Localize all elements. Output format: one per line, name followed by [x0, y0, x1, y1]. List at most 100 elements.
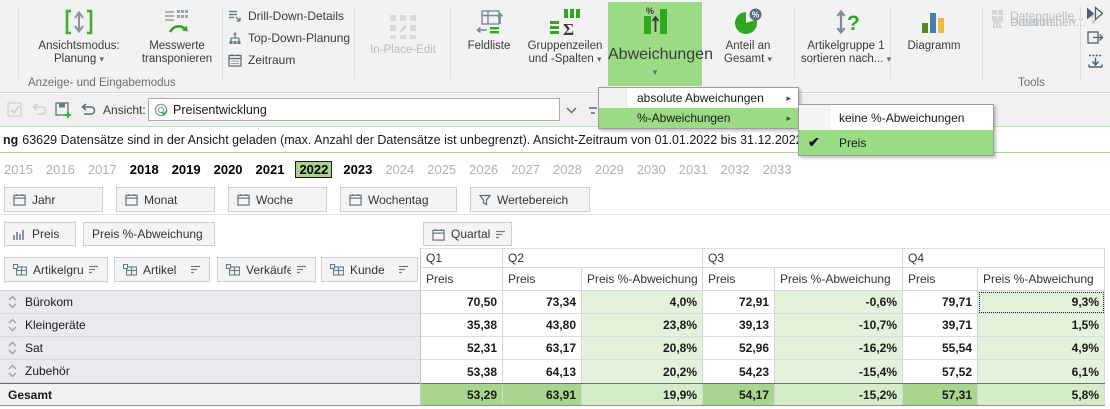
cell-value[interactable]: 63,91	[503, 384, 582, 405]
dimension-kunde-button[interactable]: Kunde	[321, 257, 418, 282]
cell-value[interactable]: 20,8%	[582, 337, 703, 360]
year-2025[interactable]: 2025	[427, 161, 457, 177]
sort-by-button[interactable]: ? Artikelgruppe 1 sortieren nach... ▾	[798, 4, 894, 66]
view-mode-button[interactable]: Ansichtsmodus: Planung ▾	[24, 4, 134, 66]
cell-value-selected[interactable]: 9,3%	[978, 291, 1105, 314]
expand-collapse-icon[interactable]	[8, 341, 17, 355]
cell-value[interactable]: 53,38	[421, 360, 503, 383]
cell-value[interactable]: 70,50	[421, 291, 503, 314]
year-2030[interactable]: 2030	[636, 161, 666, 177]
view-name-input[interactable]: Preisentwicklung	[148, 98, 560, 121]
filter-woche-button[interactable]: Woche	[228, 187, 327, 212]
year-2033[interactable]: 2033	[762, 161, 792, 177]
year-2024[interactable]: 2024	[385, 161, 415, 177]
view-dropdown-chevron[interactable]	[562, 101, 580, 119]
expand-collapse-icon[interactable]	[8, 364, 17, 378]
row-label-kleingeraete[interactable]: Kleingeräte	[0, 314, 420, 337]
export-icon[interactable]	[1086, 30, 1104, 45]
cell-value[interactable]: 39,13	[703, 314, 775, 337]
expand-collapse-icon[interactable]	[8, 318, 17, 332]
cell-value[interactable]: 57,31	[903, 384, 978, 405]
cell-value[interactable]: 55,54	[903, 337, 978, 360]
cell-value[interactable]: 4,9%	[978, 337, 1105, 360]
year-2019[interactable]: 2019	[171, 161, 201, 177]
expand-collapse-icon[interactable]	[8, 295, 17, 309]
group-rows-columns-button[interactable]: Σ Gruppenzeilen und -Spalten ▾	[522, 4, 608, 66]
year-2015[interactable]: 2015	[4, 161, 33, 177]
cell-value[interactable]: -0,6%	[775, 291, 903, 314]
year-2027[interactable]: 2027	[511, 161, 540, 177]
cell-value[interactable]: 43,80	[503, 314, 582, 337]
play-forward-icon[interactable]	[1086, 6, 1104, 21]
year-2016[interactable]: 2016	[45, 161, 75, 177]
cell-value[interactable]: -10,7%	[775, 314, 903, 337]
cell-value[interactable]: 52,31	[421, 337, 503, 360]
year-2017[interactable]: 2017	[87, 161, 117, 177]
share-of-total-button[interactable]: % Anteil an Gesamt ▾	[706, 4, 790, 66]
year-2023[interactable]: 2023	[343, 161, 373, 177]
year-2021[interactable]: 2021	[255, 161, 285, 177]
transpose-measures-button[interactable]: Messwerte transponieren	[136, 4, 218, 66]
cell-value[interactable]: 64,13	[503, 360, 582, 383]
measure-preis-abweichung-button[interactable]: Preis %-Abweichung	[83, 222, 215, 246]
save-view-as-icon[interactable]	[54, 101, 72, 119]
import-icon[interactable]	[1087, 54, 1104, 69]
menu-item-absolute-abweichungen[interactable]: absolute Abweichungen ▸	[599, 88, 798, 108]
cell-value[interactable]: 79,71	[903, 291, 978, 314]
year-2029[interactable]: 2029	[594, 161, 624, 177]
drill-down-details-button[interactable]: Drill-Down-Details	[228, 6, 344, 26]
dimension-artikelgruppe-button[interactable]: Artikelgrupp	[4, 257, 108, 282]
measure-preis-button[interactable]: Preis	[4, 222, 76, 246]
year-2032[interactable]: 2032	[720, 161, 750, 177]
cell-value[interactable]: 72,91	[703, 291, 775, 314]
row-label-buerokom[interactable]: Bürokom	[0, 291, 420, 314]
cell-value[interactable]: 20,2%	[582, 360, 703, 383]
dimension-verkaeufer-button[interactable]: Verkäufer	[217, 257, 316, 282]
cell-value[interactable]: 39,71	[903, 314, 978, 337]
year-2018[interactable]: 2018	[129, 161, 159, 177]
cell-value[interactable]: -15,2%	[775, 384, 903, 405]
time-range-button[interactable]: Zeitraum	[228, 50, 295, 70]
filter-wertebereich-button[interactable]: Wertebereich	[470, 187, 590, 212]
row-label-sat[interactable]: Sat	[0, 337, 420, 360]
cell-value[interactable]: 73,34	[503, 291, 582, 314]
cell-value[interactable]: 23,8%	[582, 314, 703, 337]
ribbon-divider	[450, 7, 451, 79]
cell-value[interactable]: 5,8%	[978, 384, 1105, 405]
top-down-planning-button[interactable]: Top-Down-Planung	[228, 28, 350, 48]
cell-value[interactable]: 19,9%	[582, 384, 703, 405]
cell-value[interactable]: 1,5%	[978, 314, 1105, 337]
year-2020[interactable]: 2020	[213, 161, 243, 177]
cell-value[interactable]: 53,29	[421, 384, 503, 405]
field-list-label: Feldliste	[467, 40, 511, 52]
menu-item-prozent-abweichungen[interactable]: %-Abweichungen ▸	[599, 108, 798, 128]
cell-value[interactable]: 35,38	[421, 314, 503, 337]
submenu-item-keine-abweichungen[interactable]: keine %-Abweichungen	[799, 105, 993, 130]
chart-button[interactable]: Diagramm	[898, 4, 970, 53]
field-list-button[interactable]: Feldliste	[458, 4, 520, 53]
year-2028[interactable]: 2028	[552, 161, 582, 177]
cell-value[interactable]: 54,23	[703, 360, 775, 383]
row-label-zubehoer[interactable]: Zubehör	[0, 360, 420, 383]
filter-jahr-button[interactable]: Jahr	[4, 187, 103, 212]
year-2031[interactable]: 2031	[678, 161, 708, 177]
view-options-icon[interactable]	[584, 101, 602, 119]
submenu-item-preis[interactable]: ✔ Preis	[799, 130, 993, 155]
cell-value[interactable]: 4,0%	[582, 291, 703, 314]
year-2026[interactable]: 2026	[469, 161, 499, 177]
year-2022-selected[interactable]: 2022	[295, 160, 333, 178]
cell-value[interactable]: 52,96	[703, 337, 775, 360]
row-label-gesamt[interactable]: Gesamt	[0, 383, 420, 406]
cell-value[interactable]: 54,17	[703, 384, 775, 405]
filter-monat-button[interactable]: Monat	[116, 187, 215, 212]
cell-value[interactable]: 57,52	[903, 360, 978, 383]
quartal-button[interactable]: Quartal	[423, 222, 512, 246]
deviations-button[interactable]: % Abweichungen ▾	[608, 2, 713, 86]
cell-value[interactable]: -15,4%	[775, 360, 903, 383]
cell-value[interactable]: 6,1%	[978, 360, 1105, 383]
cell-value[interactable]: -16,2%	[775, 337, 903, 360]
cell-value[interactable]: 63,17	[503, 337, 582, 360]
dimension-artikel-button[interactable]: Artikel	[114, 257, 210, 282]
filter-wochentag-button[interactable]: Wochentag	[340, 187, 457, 212]
reload-view-icon[interactable]	[78, 101, 96, 119]
